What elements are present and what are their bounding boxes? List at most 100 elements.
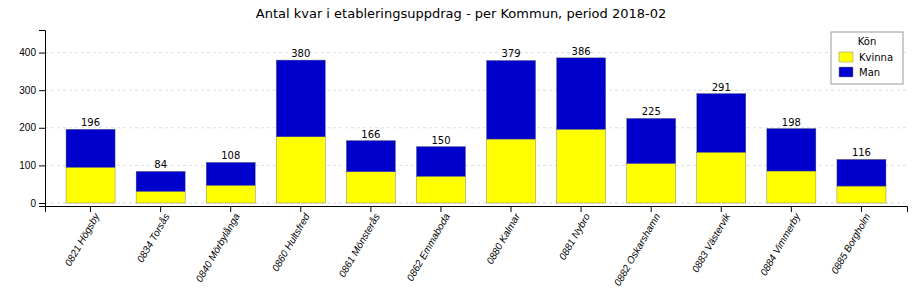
bar <box>837 159 886 186</box>
x-tick-mark <box>160 206 161 212</box>
x-tick-mark <box>300 206 301 212</box>
y-tick-mark <box>39 53 45 54</box>
x-tick-label: 0883 Västervik <box>690 211 733 275</box>
x-tick: 0862 Emmaboda <box>404 206 452 283</box>
bar <box>206 162 255 185</box>
y-tick: 400 <box>19 47 45 58</box>
legend-box <box>831 32 903 84</box>
x-tick-mark <box>651 206 652 212</box>
bar <box>276 60 325 137</box>
bar <box>66 167 115 203</box>
bar <box>276 137 325 203</box>
total-label: 198 <box>782 117 801 128</box>
y-tick: 200 <box>19 122 45 133</box>
legend: Kön Kvinna Man <box>831 32 903 84</box>
total-label: 291 <box>712 82 731 93</box>
y-tick-mark <box>39 90 45 91</box>
y-tick: 0 <box>30 198 45 209</box>
x-tick-mark <box>721 206 722 212</box>
legend-swatch <box>839 52 853 62</box>
x-tick-mark <box>230 206 231 212</box>
y-tick-label: 300 <box>19 85 36 96</box>
x-tick-mark <box>511 206 512 212</box>
bar <box>416 147 465 177</box>
x-tick: 0885 Borgholm <box>829 206 872 276</box>
bar <box>487 139 536 203</box>
x-axis-line <box>46 207 908 213</box>
y-axis: 0 100 200 300 400 <box>19 31 45 209</box>
x-tick: 0834 Torsås <box>135 206 172 264</box>
legend-label: Man <box>859 67 880 78</box>
total-label: 196 <box>81 117 100 128</box>
x-tick-mark <box>791 206 792 212</box>
x-tick-label: 0880 Kalmar <box>484 211 522 266</box>
x-tick-mark <box>861 206 862 212</box>
bar <box>66 129 115 167</box>
bar <box>697 94 746 153</box>
total-label: 116 <box>852 147 871 158</box>
x-tick-label: 0834 Torsås <box>135 211 172 264</box>
bar <box>136 191 185 203</box>
x-tick: 0883 Västervik <box>690 206 733 274</box>
x-tick-label: 0881 Nybro <box>557 211 593 262</box>
bar <box>487 60 536 139</box>
x-tick-label: 0840 Mörbylånga <box>194 211 242 284</box>
total-label: 108 <box>221 150 240 161</box>
x-tick: 0861 Mönsterås <box>336 206 381 279</box>
bar <box>837 186 886 203</box>
total-label: 150 <box>431 135 450 146</box>
y-tick-label: 0 <box>30 198 36 209</box>
x-tick-mark <box>90 206 91 212</box>
grid <box>45 53 907 203</box>
y-tick: 100 <box>19 160 45 171</box>
x-tick: 0860 Hultsfred <box>270 206 312 273</box>
x-tick: 0884 Vimmerby <box>758 206 803 277</box>
y-tick-label: 400 <box>19 47 36 58</box>
bar <box>557 58 606 129</box>
x-tick: 0881 Nybro <box>557 206 593 262</box>
grid-line <box>45 90 907 91</box>
total-label: 225 <box>642 106 661 117</box>
bar <box>627 118 676 163</box>
x-tick: 0882 Oskarshamn <box>612 206 663 288</box>
total-label: 166 <box>361 129 380 140</box>
x-tick-mark <box>440 206 441 212</box>
legend-swatch <box>839 67 853 77</box>
x-tick-mark <box>581 206 582 212</box>
total-label: 84 <box>154 159 167 170</box>
legend-title: Kön <box>858 36 877 47</box>
bar <box>627 164 676 203</box>
x-axis: 0821 Högsby 0834 Torsås 0840 Mörbylånga 086… <box>46 206 908 288</box>
total-label: 379 <box>501 48 520 59</box>
x-tick-label: 0860 Hultsfred <box>270 211 312 273</box>
bar <box>346 141 395 172</box>
legend-label: Kvinna <box>859 52 893 63</box>
y-tick-mark <box>39 128 45 129</box>
x-tick-label: 0884 Vimmerby <box>758 211 803 278</box>
bar <box>767 129 816 171</box>
total-label: 386 <box>572 46 591 57</box>
title: Antal kvar i etableringsuppdrag - per Ko… <box>256 6 667 21</box>
grid-line <box>45 52 907 53</box>
series <box>66 58 886 192</box>
x-tick-label: 0821 Högsby <box>63 211 102 268</box>
bar <box>697 152 746 203</box>
y-tick-label: 200 <box>19 122 36 133</box>
y-tick-mark <box>39 203 45 204</box>
x-tick-label: 0862 Emmaboda <box>404 211 452 283</box>
bar <box>346 172 395 203</box>
x-tick: 0821 Högsby <box>63 206 102 268</box>
series <box>66 129 886 203</box>
y-tick-mark <box>39 165 45 166</box>
bar <box>767 171 816 203</box>
bar <box>557 129 606 203</box>
total-label: 380 <box>291 48 310 59</box>
x-tick: 0880 Kalmar <box>484 206 522 266</box>
x-tick: 0840 Mörbylånga <box>194 206 242 284</box>
x-tick-label: 0882 Oskarshamn <box>612 211 663 288</box>
bars <box>66 58 886 203</box>
x-tick-label: 0861 Mönsterås <box>336 211 381 279</box>
plot: 0 100 200 300 400 0821 Högsby 0834 Torsås 0840 … <box>19 31 907 288</box>
chart: Antal kvar i etableringsuppdrag - per Ko… <box>0 0 922 294</box>
y-tick: 300 <box>19 85 45 96</box>
